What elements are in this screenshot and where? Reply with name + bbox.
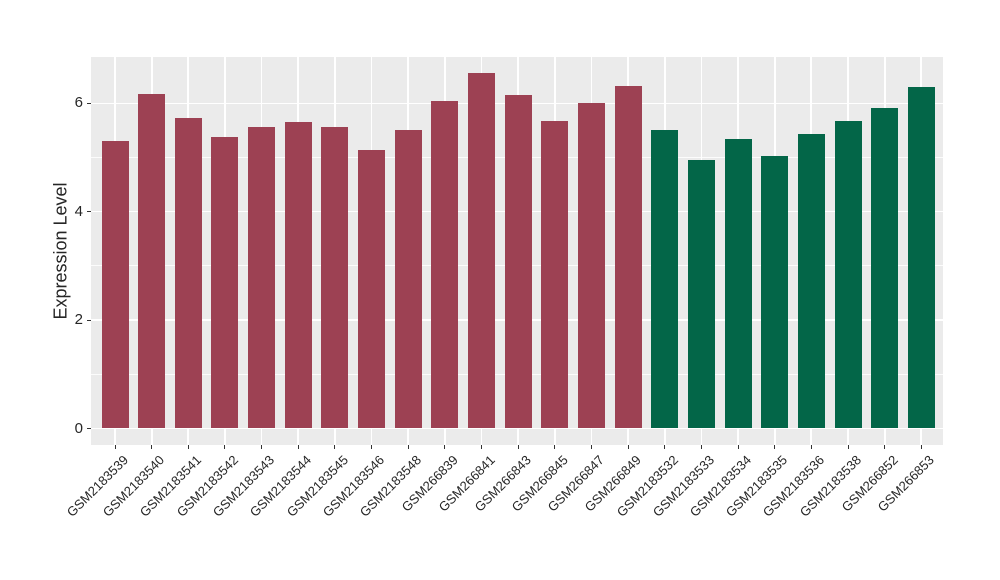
x-tick-mark	[444, 445, 446, 449]
x-tick-mark	[224, 445, 226, 449]
bar	[834, 121, 862, 429]
bar	[504, 95, 532, 429]
x-tick-mark	[371, 445, 373, 449]
bar	[651, 130, 679, 429]
bar	[541, 120, 569, 429]
x-tick-mark	[297, 445, 299, 449]
y-tick-mark	[87, 211, 91, 213]
bar	[284, 121, 312, 429]
bar	[577, 102, 605, 429]
bar	[211, 136, 239, 429]
y-tick-label: 6	[74, 94, 83, 112]
bar	[797, 134, 825, 429]
bar	[358, 149, 386, 429]
x-tick-mark	[407, 445, 409, 449]
bar	[687, 160, 715, 429]
bar	[614, 85, 642, 429]
bar	[724, 138, 752, 429]
x-tick-mark	[334, 445, 336, 449]
x-tick-mark	[884, 445, 886, 449]
x-tick-mark	[151, 445, 153, 449]
bar	[138, 94, 166, 429]
bar	[174, 117, 202, 429]
bar	[907, 87, 935, 429]
x-tick-mark	[187, 445, 189, 449]
x-tick-mark	[517, 445, 519, 449]
x-tick-mark	[847, 445, 849, 449]
y-tick-mark	[87, 102, 91, 104]
bar	[248, 127, 276, 429]
x-tick-mark	[664, 445, 666, 449]
bar	[321, 127, 349, 429]
x-tick-mark	[481, 445, 482, 449]
y-tick-label: 0	[74, 419, 83, 437]
major-gridline	[91, 427, 943, 430]
x-tick-mark	[554, 445, 556, 449]
y-tick-label: 2	[74, 311, 83, 329]
x-tick-mark	[700, 445, 702, 449]
y-tick-label: 4	[74, 202, 83, 220]
x-tick-mark	[810, 445, 812, 449]
x-tick-mark	[590, 445, 592, 449]
y-tick-mark	[87, 428, 91, 429]
bar	[761, 156, 789, 429]
bar	[468, 73, 495, 429]
x-tick-mark	[737, 445, 739, 449]
bar	[394, 129, 422, 429]
x-tick-mark	[627, 445, 629, 449]
y-tick-mark	[87, 319, 91, 321]
x-tick-mark	[774, 445, 776, 449]
x-tick-mark	[261, 445, 263, 449]
bar	[101, 140, 129, 429]
x-tick-mark	[920, 445, 922, 449]
plot-panel	[91, 57, 943, 445]
bar	[431, 101, 459, 429]
x-tick-mark	[114, 445, 116, 449]
bar	[871, 108, 899, 429]
